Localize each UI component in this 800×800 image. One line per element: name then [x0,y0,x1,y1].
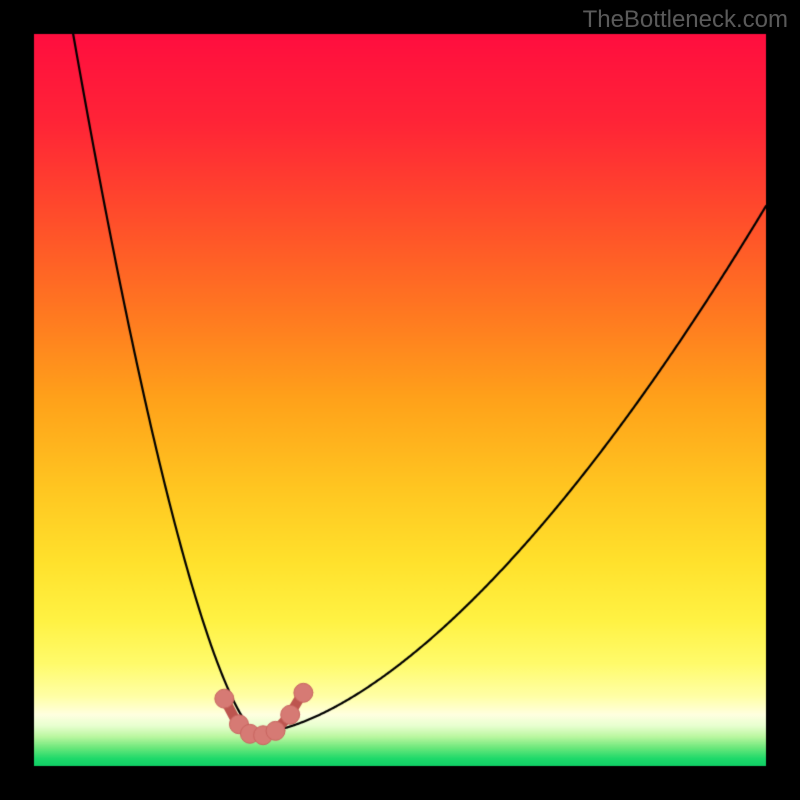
watermark-label: TheBottleneck.com [583,6,788,34]
bottleneck-curve-chart [0,0,800,800]
chart-root: TheBottleneck.com [0,0,800,800]
